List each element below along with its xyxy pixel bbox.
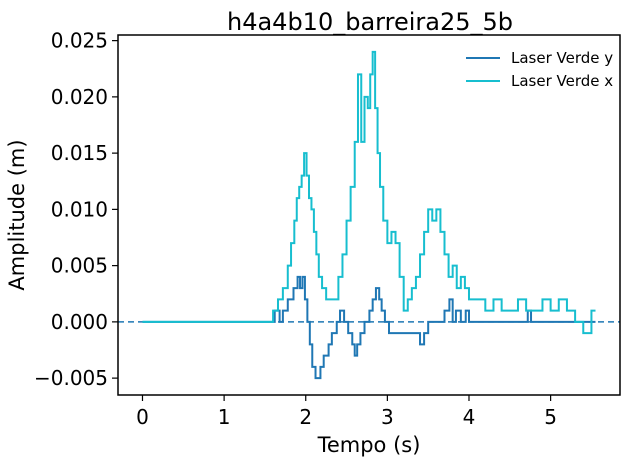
x-tick-label: 2 bbox=[299, 405, 312, 429]
x-tick-label: 4 bbox=[463, 405, 476, 429]
series-line-0 bbox=[142, 275, 596, 380]
y-tick-label: 0.020 bbox=[51, 85, 108, 109]
plot-area bbox=[118, 50, 620, 380]
y-tick-label: −0.005 bbox=[34, 366, 108, 390]
legend-entry-0: Laser Verde y bbox=[511, 49, 613, 67]
legend-entry-1: Laser Verde x bbox=[511, 72, 613, 90]
chart-title: h4a4b10_barreira25_5b bbox=[227, 8, 513, 36]
plot-frame bbox=[117, 34, 621, 396]
y-tick-label: 0.010 bbox=[51, 197, 108, 221]
y-tick-label: 0.000 bbox=[51, 310, 108, 334]
x-tick-label: 0 bbox=[136, 405, 149, 429]
x-axis-label: Tempo (s) bbox=[317, 433, 421, 457]
series-line-1 bbox=[142, 50, 596, 335]
legend: Laser Verde y Laser Verde x bbox=[466, 49, 613, 90]
x-tick-label: 5 bbox=[544, 405, 557, 429]
x-tick-label: 1 bbox=[218, 405, 231, 429]
y-tick-label: 0.015 bbox=[51, 141, 108, 165]
y-axis-label: Amplitude (m) bbox=[5, 139, 29, 290]
y-tick-label: 0.005 bbox=[51, 254, 108, 278]
x-tick-label: 3 bbox=[381, 405, 394, 429]
y-tick-label: 0.025 bbox=[51, 29, 108, 53]
